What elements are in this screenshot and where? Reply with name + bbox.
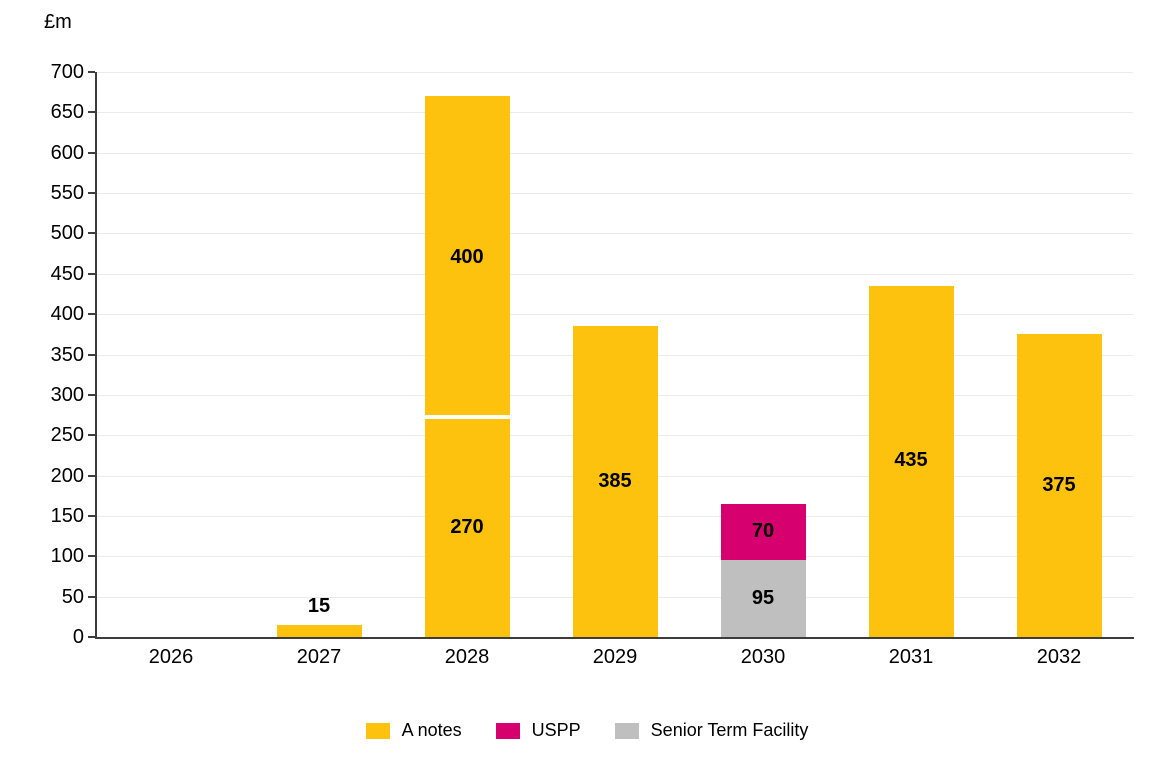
x-tick-label: 2032	[1036, 646, 1082, 668]
y-tick-mark	[88, 232, 95, 235]
y-tick-label: 300	[50, 383, 84, 406]
y-tick-mark	[88, 151, 95, 154]
gridline	[97, 193, 1133, 195]
bar-segment	[720, 503, 806, 561]
y-tick-label: 400	[50, 303, 84, 326]
chart-legend: A notes USPP Senior Term Facility	[0, 720, 1174, 741]
y-tick-label: 100	[50, 545, 84, 568]
gridline	[97, 152, 1133, 154]
y-tick-mark	[88, 555, 95, 558]
legend-label: Senior Term Facility	[650, 720, 809, 740]
y-axis-line	[95, 72, 97, 639]
bar-value-label: 435	[894, 449, 928, 472]
y-tick-mark	[88, 71, 95, 73]
plot-area: 15 270 400 385 95 70 435 375	[97, 72, 1133, 637]
bar-value-label: 15	[307, 594, 331, 617]
y-tick-label: 700	[50, 61, 84, 83]
bar-value-label: 270	[450, 516, 484, 539]
y-tick-label: 350	[50, 343, 84, 366]
y-tick-label: 600	[50, 141, 84, 164]
bar-segment	[868, 285, 954, 637]
y-tick-mark	[88, 192, 95, 195]
y-tick-label: 450	[50, 262, 84, 285]
y-tick-label: 0	[72, 626, 84, 648]
bar-segment	[572, 326, 658, 637]
y-tick-mark	[88, 353, 95, 356]
bar-value-label: 400	[450, 245, 484, 268]
bar-segment	[424, 419, 510, 637]
y-tick-label: 200	[50, 464, 84, 487]
y-tick-label: 150	[50, 504, 84, 527]
gridline	[97, 233, 1133, 235]
legend-swatch	[495, 722, 520, 739]
y-tick-mark	[88, 111, 95, 114]
y-tick-mark	[88, 636, 95, 638]
y-tick-mark	[88, 474, 95, 477]
legend-label: USPP	[531, 720, 581, 740]
gridline	[97, 72, 1133, 73]
x-tick-label: 2027	[296, 646, 342, 668]
legend-label: A notes	[401, 720, 462, 740]
y-tick-label: 500	[50, 222, 84, 245]
x-tick-label: 2029	[592, 646, 638, 668]
bar-value-label: 70	[751, 520, 775, 543]
x-tick-label: 2026	[148, 646, 194, 668]
y-axis-unit-label: £m	[44, 11, 72, 33]
x-tick-label: 2031	[888, 646, 934, 668]
bar-segment	[720, 560, 806, 637]
y-tick-label: 50	[61, 585, 84, 608]
y-tick-mark	[88, 272, 95, 275]
y-tick-mark	[88, 514, 95, 517]
x-axis-labels: 2026 2027 2028 2029 2030 2031 2032	[97, 646, 1133, 672]
x-tick-label: 2028	[444, 646, 490, 668]
legend-item: USPP	[495, 720, 581, 741]
x-axis-line	[95, 637, 1134, 639]
y-tick-mark	[88, 595, 95, 598]
y-axis-tick-marks	[88, 71, 95, 638]
y-tick-mark	[88, 313, 95, 316]
gridline	[97, 314, 1133, 316]
bar-segment	[1016, 334, 1102, 637]
bar-value-label: 375	[1042, 473, 1076, 496]
y-tick-label: 650	[50, 101, 84, 124]
y-tick-label: 550	[50, 182, 84, 205]
bar-value-label: 95	[751, 586, 775, 609]
y-tick-mark	[88, 393, 95, 396]
y-tick-label: 250	[50, 424, 84, 447]
bar-segment	[424, 96, 510, 420]
legend-swatch	[365, 722, 390, 739]
bar-segment	[276, 624, 362, 637]
legend-item: A notes	[365, 720, 462, 741]
gridline	[97, 112, 1133, 114]
legend-swatch	[614, 722, 639, 739]
legend-item: Senior Term Facility	[614, 720, 809, 741]
x-tick-label: 2030	[740, 646, 786, 668]
gridline	[97, 273, 1133, 275]
bar-value-label: 385	[598, 469, 632, 492]
y-axis-tick-labels: 0 50 100 150 200 250 300 350 400 450 500 550 600 650 7…	[0, 61, 84, 648]
y-tick-mark	[88, 434, 95, 437]
